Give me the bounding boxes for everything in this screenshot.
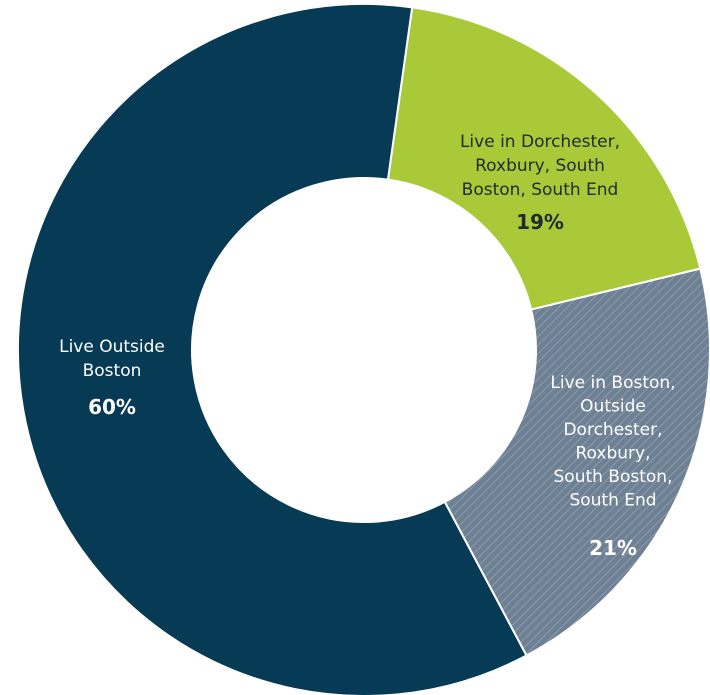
slice-2-label-line: Outside (580, 397, 646, 417)
slice-1-label-line: Live in Dorchester, (460, 132, 620, 152)
slice-1-label: Live in Dorchester, Roxbury, South Boston,… (460, 132, 620, 234)
labels-layer: Live in Dorchester, Roxbury, South Boston,… (59, 132, 675, 560)
slice-3 (17, 3, 528, 695)
slice-3-label: Live Outside Boston 60% (59, 337, 165, 419)
slice-3-value-label: 60% (88, 395, 136, 419)
slice-2-value-label: 21% (589, 536, 637, 560)
slices-layer (17, 3, 710, 695)
slice-3-label-line: Boston (83, 361, 142, 381)
slice-1 (386, 6, 702, 311)
slice-3-label-line: Live Outside (59, 337, 165, 357)
slice-1-label-line: Roxbury, South (475, 156, 605, 176)
slice-2 (443, 267, 710, 657)
slice-1-label-line: Boston, South End (462, 180, 619, 200)
slice-2-label-line: Roxbury, (575, 444, 650, 464)
slice-2-label-line: Dorchester, (563, 420, 662, 440)
slice-2-label: Live in Boston, Outside Dorchester, Roxbury… (550, 373, 675, 560)
slice-2-label-line: Live in Boston, (550, 373, 675, 393)
slice-2-label-line: South Boston, (554, 467, 673, 487)
slice-1-value-label: 19% (516, 210, 564, 234)
slice-2-label-line: South End (569, 491, 656, 511)
